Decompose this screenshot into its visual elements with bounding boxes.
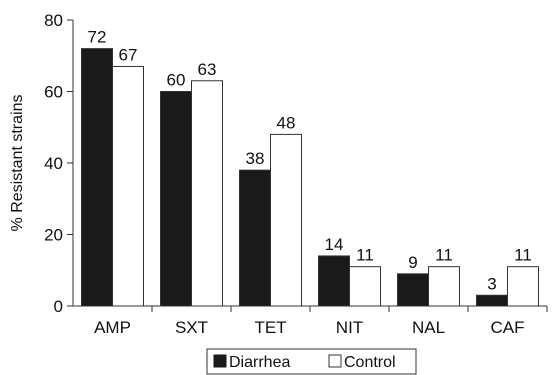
bar-control-sxt [191, 80, 223, 307]
legend-box [206, 348, 417, 375]
data-label-diarrhea-sxt: 60 [167, 71, 186, 90]
y-tick-label-60: 60 [44, 83, 63, 102]
legend-swatch-control [328, 354, 342, 368]
bar-diarrhea-amp [81, 48, 113, 307]
x-tick-label-sxt: SXT [175, 318, 208, 337]
bar-control-amp [112, 65, 144, 307]
y-axis-title: % Resistant strains [9, 95, 26, 232]
x-tick-label-nit: NIT [336, 318, 363, 337]
data-label-control-amp: 67 [119, 45, 138, 64]
bar-diarrhea-nit [318, 255, 350, 307]
data-label-diarrhea-nit: 14 [325, 235, 344, 254]
legend-swatch-diarrhea [213, 354, 227, 368]
x-tick-label-tet: TET [254, 318, 286, 337]
x-tick-label-nal: NAL [412, 318, 445, 337]
y-tick-label-0: 0 [54, 297, 63, 316]
data-label-diarrhea-tet: 38 [246, 149, 265, 168]
legend-label-diarrhea: Diarrhea [229, 354, 290, 371]
bar-diarrhea-sxt [160, 91, 192, 307]
data-label-control-sxt: 63 [198, 60, 217, 79]
x-tick-label-caf: CAF [491, 318, 525, 337]
data-label-control-caf: 11 [514, 246, 532, 265]
bar-diarrhea-tet [239, 169, 271, 307]
y-tick-label-20: 20 [44, 226, 63, 245]
legend: Diarrhea Control [206, 348, 417, 375]
data-label-control-nal: 11 [435, 246, 453, 265]
legend-label-control: Control [344, 354, 396, 371]
bar-diarrhea-nal [397, 273, 429, 307]
data-label-diarrhea-caf: 3 [487, 274, 496, 293]
data-label-control-nit: 11 [356, 246, 374, 265]
data-label-control-tet: 48 [277, 113, 296, 132]
bar-control-nit [349, 266, 381, 307]
bar-diarrhea-caf [476, 294, 508, 307]
plot-area: 72 67 AMP 60 63 SXT 38 48 TET 14 11 NIT 9 11 NAL 3 11 CAF… [44, 11, 548, 337]
y-tick-label-80: 80 [44, 11, 63, 30]
data-label-diarrhea-amp: 72 [88, 28, 107, 47]
bar-control-nal [428, 266, 460, 307]
bar-control-tet [270, 133, 302, 307]
y-tick-label-40: 40 [44, 154, 63, 173]
bar-control-caf [507, 266, 539, 307]
x-tick-label-amp: AMP [94, 318, 131, 337]
data-label-diarrhea-nal: 9 [408, 253, 417, 272]
